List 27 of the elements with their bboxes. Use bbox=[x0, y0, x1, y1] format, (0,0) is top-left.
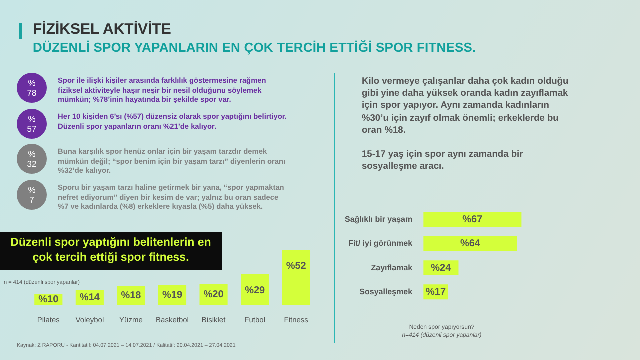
text: FİZİKSEL AKTİVİTE bbox=[33, 21, 172, 38]
bar bbox=[282, 250, 310, 305]
bar bbox=[424, 236, 518, 252]
data-label: %29 bbox=[245, 285, 266, 296]
y-tick-label: Zayıflamak bbox=[371, 263, 414, 272]
data-label: %20 bbox=[204, 289, 224, 300]
text: %7 bbox=[28, 185, 36, 205]
bar bbox=[424, 212, 522, 228]
y-tick-label: Sağlıklı bir yaşam bbox=[344, 215, 413, 224]
y-tick-label: Sosyalleşmek bbox=[360, 287, 414, 296]
data-label: %67 bbox=[462, 214, 484, 226]
data-label: %17 bbox=[426, 286, 446, 298]
data-label: %52 bbox=[286, 261, 307, 272]
data-label: %10 bbox=[38, 294, 60, 306]
text: 15-17 yaş için spor aynı zamanda bir sosyalleşme aracı. bbox=[362, 148, 524, 172]
data-label: %18 bbox=[121, 290, 142, 302]
y-tick-label: Fit/ iyi görünmek bbox=[348, 239, 414, 248]
data-label: %14 bbox=[80, 292, 100, 304]
text: %32 bbox=[27, 149, 37, 169]
data-label: %24 bbox=[431, 262, 452, 274]
text: DÜZENLİ SPOR YAPANLARIN EN ÇOK TERCİH ETTİĞİ SPOR FITNESS. bbox=[33, 40, 476, 55]
data-label: %19 bbox=[162, 290, 183, 301]
text: %78 bbox=[27, 78, 37, 98]
data-label: %64 bbox=[460, 238, 481, 250]
chart-title: Düzenli spor yaptığını belitenlerin en çok tercih ettiği spor fitness. bbox=[0, 232, 222, 270]
text: Kilo vermeye çalışanlar daha çok kadın olduğu gibi yine daha yüksek oranda kadın zayıflamak için spor yapıyor. Aynı zamanda kadınların %30’u için zayıf olmak önemli; erkeklerde bu oran %18. bbox=[362, 75, 570, 136]
text: %57 bbox=[27, 114, 37, 134]
